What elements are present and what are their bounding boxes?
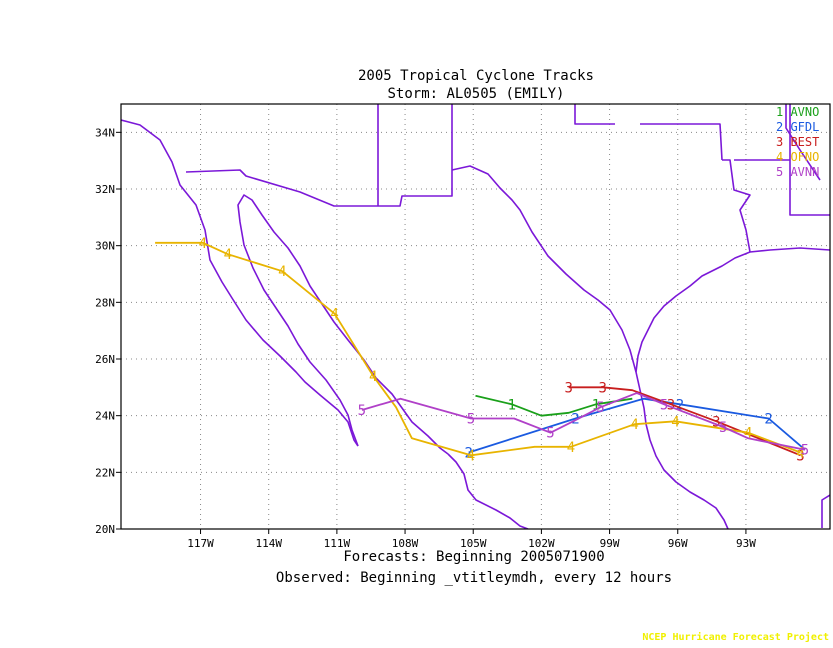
- track-marker-ofno: 4: [199, 236, 207, 252]
- observed-caption: Observed: Beginning _vtitleymdh, every 1…: [276, 570, 672, 586]
- rio-grande-border: [451, 165, 637, 373]
- state-line-texas-panhandle: [574, 104, 615, 125]
- track-marker-ofno: 4: [330, 307, 338, 323]
- lat-tick-label: 24N: [95, 410, 115, 423]
- legend-entry-avnn: 5 AVNN: [776, 165, 819, 179]
- lon-tick-label: 111W: [324, 537, 351, 550]
- track-marker-avnn: 5: [719, 420, 727, 436]
- gulf-of-california-coast: [237, 194, 449, 455]
- baja-pacific-coastline: [121, 119, 359, 447]
- track-line-avno: [475, 394, 633, 417]
- map-frame: [120, 103, 831, 530]
- track-marker-ofno: 4: [567, 440, 575, 456]
- track-marker-best: 3: [667, 397, 675, 413]
- track-marker-avnn: 5: [801, 443, 809, 459]
- axis-ticks: 117W 114W 111W 108W 105W 102W 99W 96W 93W 20N 22N 2…: [95, 126, 756, 550]
- legend-entry-ofno: 4 OFNO: [776, 150, 819, 164]
- title-line-1: 2005 Tropical Cyclone Tracks: [358, 68, 594, 84]
- track-marker-gfdl: 2: [764, 412, 772, 428]
- lon-tick-label: 105W: [460, 537, 487, 550]
- credit-caption: NCEP Hurricane Forecast Project: [642, 631, 829, 643]
- track-marker-avnn: 5: [546, 426, 554, 442]
- track-line-best: [568, 386, 801, 457]
- gulf-coast-mexico: [635, 371, 729, 529]
- lon-tick-label: 99W: [600, 537, 620, 550]
- legend-entry-best: 3 BEST: [776, 135, 819, 149]
- track-marker-ofno: 4: [796, 446, 804, 462]
- track-marker-avnn: 5: [467, 412, 475, 428]
- track-marker-ofno: 4: [278, 264, 286, 280]
- track-marker-avnn: 5: [596, 400, 604, 416]
- yucatan-coast: [821, 494, 830, 528]
- lat-tick-label: 34N: [95, 126, 115, 139]
- legend-entry-gfdl: 2 GFDL: [776, 120, 819, 134]
- map-geography: [121, 104, 830, 529]
- track-marker-best: 3: [712, 414, 720, 430]
- track-marker-ofno: 4: [224, 247, 232, 263]
- track-marker-best: 3: [599, 380, 607, 396]
- track-marker-ofno: 4: [744, 426, 752, 442]
- title-line-2: Storm: AL0505 (EMILY): [387, 86, 564, 102]
- legend-entry-avno: 1 AVNO: [776, 105, 819, 119]
- lat-tick-label: 32N: [95, 183, 115, 196]
- lon-tick-label: 102W: [528, 537, 555, 550]
- state-line-ms: [789, 104, 830, 216]
- track-line-ofno: [155, 241, 801, 457]
- state-line-ne: [785, 104, 821, 181]
- track-marker-ofno: 4: [467, 448, 475, 464]
- us-mexico-border-west: [185, 169, 453, 207]
- mexico-pacific-coastline: [447, 453, 529, 529]
- lon-tick-label: 108W: [392, 537, 419, 550]
- lat-tick-label: 26N: [95, 353, 115, 366]
- lon-tick-label: 96W: [668, 537, 688, 550]
- lon-tick-label: 114W: [255, 537, 282, 550]
- track-marker-avno: 1: [508, 397, 516, 413]
- track-marker-best: 3: [796, 448, 804, 464]
- lon-tick-label: 93W: [736, 537, 756, 550]
- track-marker-gfdl: 2: [464, 446, 472, 462]
- gulf-coast-texas: [635, 247, 830, 373]
- state-line-la: [722, 159, 751, 253]
- track-line-avnn: [361, 392, 806, 451]
- track-marker-gfdl: 2: [676, 397, 684, 413]
- lat-tick-label: 22N: [95, 466, 115, 479]
- state-line-ok: [640, 123, 723, 161]
- track-marker-avnn: 5: [358, 403, 366, 419]
- track-marker-avno: 1: [592, 397, 600, 413]
- lat-tick-label: 28N: [95, 296, 115, 309]
- lat-tick-label: 30N: [95, 240, 115, 253]
- track-marker-ofno: 4: [369, 369, 377, 385]
- lat-lon-grid: [121, 104, 830, 529]
- lon-tick-label: 117W: [187, 537, 214, 550]
- forecast-caption: Forecasts: Beginning 2005071900: [343, 549, 604, 565]
- lat-tick-label: 20N: [95, 523, 115, 536]
- track-marker-avnn: 5: [660, 397, 668, 413]
- track-marker-ofno: 4: [671, 414, 679, 430]
- track-marker-ofno: 4: [630, 417, 638, 433]
- track-marker-best: 3: [564, 380, 572, 396]
